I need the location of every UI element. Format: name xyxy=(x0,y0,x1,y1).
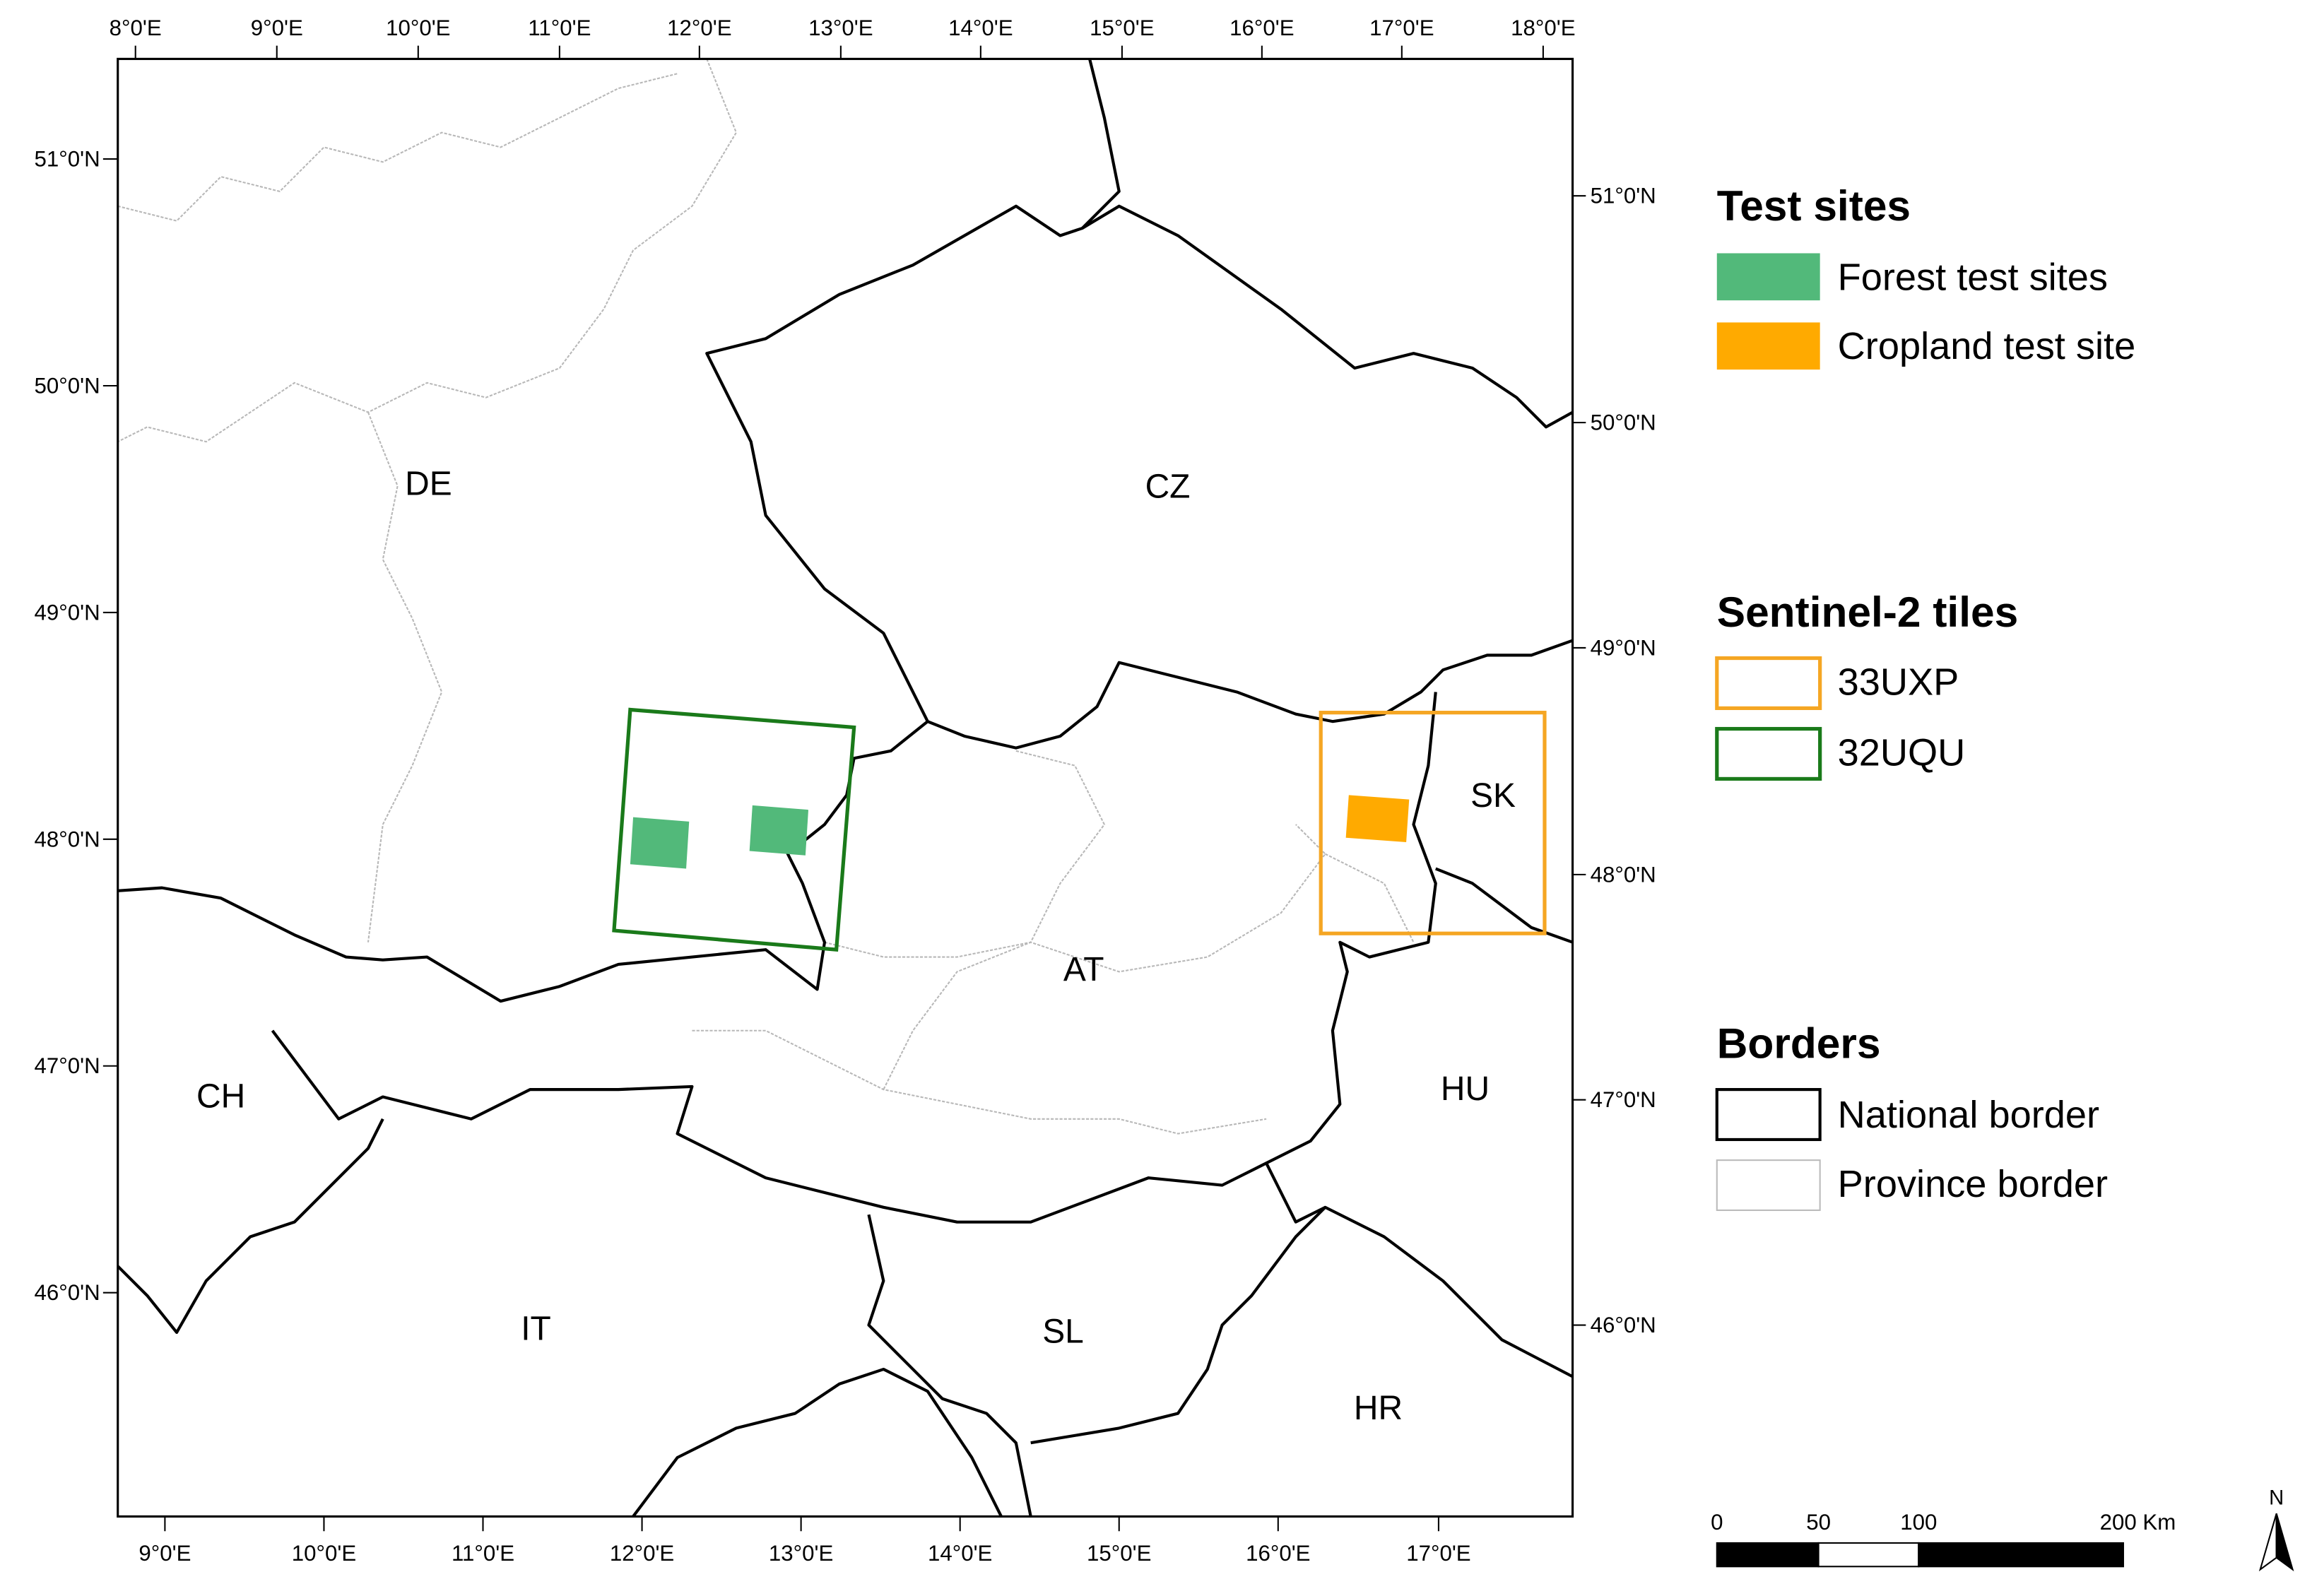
legend-title: Sentinel-2 tiles xyxy=(1717,588,2018,636)
country-label: IT xyxy=(521,1311,551,1348)
right-tick-label: 49°0'N xyxy=(1591,635,1656,660)
map-labels: 8°0'E 9°0'E 10°0'E 11°0'E 12°0'E 13°0'E 14°0'E… xyxy=(35,16,1656,1566)
country-label: CH xyxy=(196,1077,245,1115)
bottom-tick-label: 17°0'E xyxy=(1406,1541,1470,1566)
country-label: HU xyxy=(1441,1070,1490,1108)
left-tick-label: 46°0'N xyxy=(35,1280,100,1305)
cropland-site xyxy=(1345,795,1410,843)
top-tick-label: 10°0'E xyxy=(386,16,450,40)
scale-segment xyxy=(1918,1542,2124,1568)
country-label: HR xyxy=(1354,1390,1403,1427)
province-border xyxy=(692,1029,1267,1135)
national-border xyxy=(927,639,1574,750)
legend-title: Borders xyxy=(1717,1019,1881,1068)
national-border xyxy=(271,692,1437,1224)
national-border xyxy=(117,720,929,1003)
legend-item: National border xyxy=(1838,1094,2099,1136)
national-border xyxy=(1081,58,1121,230)
legend-title: Test sites xyxy=(1717,182,1911,230)
province-border xyxy=(367,412,443,942)
north-arrow: N xyxy=(2258,1487,2294,1572)
north-label: N xyxy=(2269,1487,2284,1510)
bottom-tick-label: 9°0'E xyxy=(138,1541,191,1566)
country-label: SL xyxy=(1042,1313,1084,1351)
province-border xyxy=(824,824,1326,973)
top-tick-label: 17°0'E xyxy=(1369,16,1434,40)
scale-label: 50 xyxy=(1806,1510,1831,1535)
top-tick-label: 12°0'E xyxy=(667,16,731,40)
legend-item: Province border xyxy=(1838,1163,2108,1205)
province-border xyxy=(883,750,1106,1090)
legend-swatch xyxy=(1715,656,1822,710)
top-tick-label: 11°0'E xyxy=(528,16,591,40)
national-border xyxy=(1265,1162,1326,1224)
national-border xyxy=(705,204,1574,723)
top-tick-label: 16°0'E xyxy=(1229,16,1294,40)
bottom-tick-label: 14°0'E xyxy=(928,1541,992,1566)
legend-swatch xyxy=(1715,726,1822,781)
left-tick-label: 51°0'N xyxy=(35,147,100,172)
top-tick-label: 13°0'E xyxy=(808,16,873,40)
scale-label: 0 xyxy=(1711,1510,1723,1535)
legend-item: Cropland test site xyxy=(1838,325,2136,367)
left-tick-label: 47°0'N xyxy=(35,1053,100,1078)
scale-label: 100 xyxy=(1900,1510,1937,1535)
bottom-tick-label: 12°0'E xyxy=(610,1541,674,1566)
right-tick-label: 50°0'N xyxy=(1591,410,1656,435)
scale-segment xyxy=(1817,1542,1920,1568)
north-arrow-half xyxy=(2275,1513,2294,1572)
tile-32uqu xyxy=(612,707,856,952)
province-border xyxy=(117,73,678,222)
top-tick-label: 14°0'E xyxy=(948,16,1013,40)
bottom-tick-label: 11°0'E xyxy=(452,1541,514,1566)
left-tick-label: 49°0'N xyxy=(35,600,100,625)
province-borders xyxy=(117,59,1415,1135)
legend-swatch xyxy=(1715,1088,1822,1142)
bottom-tick-label: 10°0'E xyxy=(292,1541,356,1566)
top-tick-label: 9°0'E xyxy=(251,16,303,40)
national-borders xyxy=(117,58,1574,1518)
top-tick-label: 8°0'E xyxy=(110,16,162,40)
coastline xyxy=(632,1367,1003,1518)
right-tick-label: 51°0'N xyxy=(1591,184,1656,208)
province-border xyxy=(117,59,738,443)
legend-swatch xyxy=(1716,1159,1821,1212)
national-border xyxy=(117,1118,384,1335)
tile-33uxp xyxy=(1319,711,1547,935)
bottom-tick-label: 15°0'E xyxy=(1087,1541,1151,1566)
map-frame xyxy=(117,57,1574,1518)
scale-segment xyxy=(1716,1542,1820,1568)
forest-site xyxy=(630,817,690,869)
legend-item: 33UXP xyxy=(1838,661,1959,703)
forest-site xyxy=(749,805,809,856)
scale-label: 200 Km xyxy=(2100,1510,2176,1535)
national-border xyxy=(1030,1205,1574,1445)
national-border xyxy=(867,1214,1032,1517)
legend: Test sites Forest test sites Cropland te… xyxy=(1715,182,2136,1212)
scale-bar: 0 50 100 200 Km xyxy=(1711,1510,2176,1568)
country-label: SK xyxy=(1470,777,1516,815)
country-label: CZ xyxy=(1145,468,1191,506)
national-border xyxy=(1434,867,1574,944)
bottom-tick-label: 16°0'E xyxy=(1246,1541,1310,1566)
top-tick-label: 15°0'E xyxy=(1090,16,1154,40)
top-tick-label: 18°0'E xyxy=(1511,16,1575,40)
legend-swatch xyxy=(1716,253,1820,301)
legend-item: 32UQU xyxy=(1838,731,1966,774)
country-label: AT xyxy=(1063,951,1104,988)
left-tick-label: 48°0'N xyxy=(35,827,100,851)
legend-swatch xyxy=(1716,322,1820,370)
country-label: DE xyxy=(405,465,452,502)
left-tick-label: 50°0'N xyxy=(35,373,100,398)
right-tick-label: 46°0'N xyxy=(1591,1313,1656,1337)
right-tick-label: 48°0'N xyxy=(1591,862,1656,887)
legend-item: Forest test sites xyxy=(1838,256,2108,298)
right-tick-label: 47°0'N xyxy=(1591,1087,1656,1112)
bottom-tick-label: 13°0'E xyxy=(769,1541,833,1566)
